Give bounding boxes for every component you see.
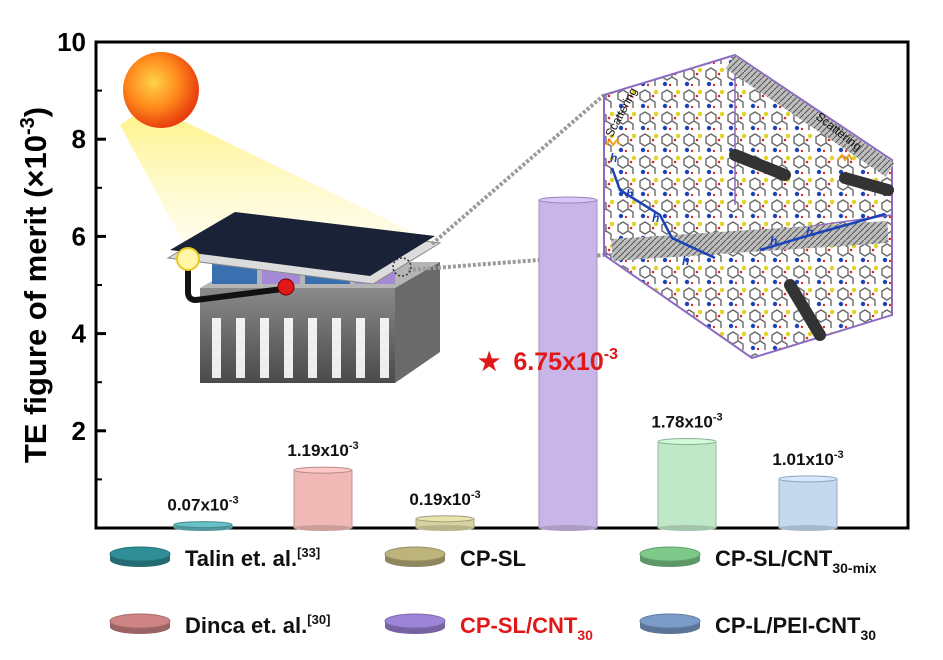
bar-cap	[657, 437, 717, 445]
light-beam	[120, 105, 440, 255]
bar-base	[416, 525, 474, 531]
legend-item-6: CP-L/PEI-CNT30	[639, 613, 876, 643]
bar-cap	[173, 521, 233, 529]
carrier-label: h	[652, 211, 659, 225]
legend-item-4: Dinca et. al.[30]	[109, 612, 330, 638]
bar-3: 0.19x10-3	[409, 489, 481, 531]
highlight-annotation: ★ 6.75x10-3	[478, 346, 618, 376]
device-illustration	[120, 52, 606, 383]
bar-body	[657, 440, 717, 529]
legend-swatch	[639, 613, 701, 629]
bars: 0.07x10-3 1.19x10-3 0.19x10-3 1.78x10-3 1.01…	[167, 196, 844, 531]
legend-label: CP-L/PEI-CNT30	[715, 613, 876, 643]
sun-icon	[123, 52, 199, 128]
y-tick-label: 6	[72, 221, 86, 251]
legend-swatch	[639, 546, 701, 562]
legend-label: Talin et. al.[33]	[185, 545, 320, 571]
legend-label: CP-SL/CNT30-mix	[715, 546, 877, 576]
bar-value-label: 1.01x10-3	[772, 449, 843, 469]
carrier-label: h	[682, 254, 689, 268]
legend-item-3: CP-SL/CNT30-mix	[639, 546, 877, 576]
bulb-icon	[176, 247, 200, 271]
bar-value-label: 1.19x10-3	[287, 440, 358, 460]
bar-base	[294, 525, 352, 531]
y-axis-label: TE figure of merit (×10-3)	[17, 107, 53, 463]
carrier-label: h	[626, 187, 633, 201]
bar-base	[779, 525, 837, 531]
carrier-label: h	[610, 151, 617, 165]
carrier-label: h	[770, 234, 777, 248]
bar-body	[538, 199, 598, 529]
y-tick-label: 2	[72, 416, 86, 446]
bar-base	[658, 525, 716, 531]
y-axis: 2 4 6 8 10	[57, 27, 106, 481]
bar-cap	[293, 466, 353, 474]
bar-cap	[415, 515, 475, 523]
bar-cap	[538, 196, 598, 204]
bar-5: 1.78x10-3	[651, 411, 723, 531]
inset-structure: Scattering Scattering h h h h h h	[602, 53, 895, 360]
bar-value-label: 0.07x10-3	[167, 495, 238, 515]
legend-item-1: Talin et. al.[33]	[109, 545, 320, 571]
legend-swatch	[109, 613, 171, 629]
bar-4	[538, 196, 598, 531]
heat-sink-icon	[200, 288, 395, 383]
bar-value-label: 1.78x10-3	[651, 411, 722, 431]
carrier-label: h	[806, 225, 813, 239]
y-tick-label: 8	[72, 124, 86, 154]
legend-swatch	[384, 546, 446, 562]
legend-swatch	[384, 613, 446, 629]
bar-base	[539, 525, 597, 531]
legend-swatch	[109, 546, 171, 562]
legend-item-5: CP-SL/CNT30	[384, 613, 593, 643]
y-tick-label: 4	[72, 319, 87, 349]
bar-1: 0.07x10-3	[167, 495, 239, 531]
legend-item-2: CP-SL	[384, 546, 526, 571]
top-plate	[170, 212, 435, 276]
bar-body	[293, 469, 353, 529]
y-tick-label: 10	[57, 27, 86, 57]
legend: Talin et. al.[33] CP-SL CP-SL/CNT30-mix Din…	[109, 545, 877, 643]
bar-cap	[778, 475, 838, 483]
bar-2: 1.19x10-3	[287, 440, 359, 531]
bar-6: 1.01x10-3	[772, 449, 844, 531]
bar-value-label: 0.19x10-3	[409, 489, 480, 509]
bar-body	[778, 478, 838, 529]
legend-label: Dinca et. al.[30]	[185, 612, 330, 638]
legend-label: CP-SL/CNT30	[460, 613, 593, 643]
legend-label: CP-SL	[460, 546, 526, 571]
